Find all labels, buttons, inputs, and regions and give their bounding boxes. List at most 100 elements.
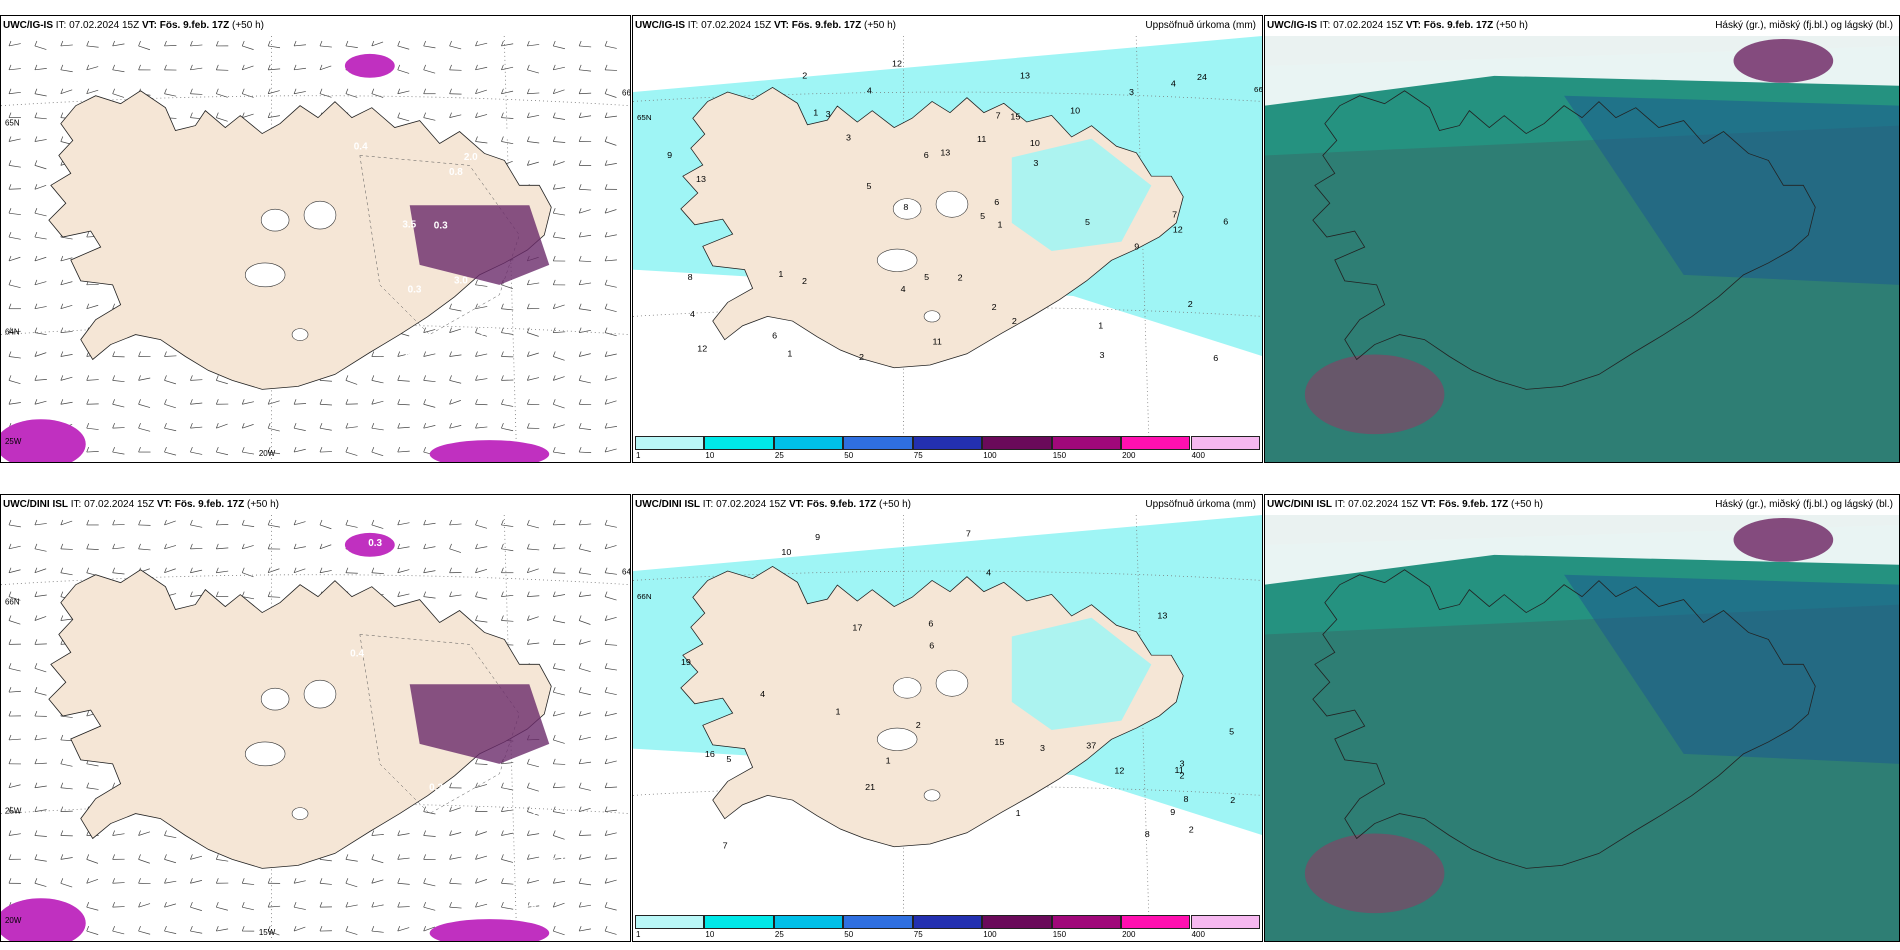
axis-label: 66N bbox=[1254, 85, 1262, 94]
map-area: 65N66N1265163167845634312248511107213131… bbox=[633, 36, 1262, 436]
colorbar-swatch bbox=[1051, 915, 1122, 929]
lead-time: (+50 h) bbox=[247, 499, 279, 510]
value-label: 13 bbox=[696, 174, 706, 184]
value-label: 0.4 bbox=[509, 72, 523, 83]
axis-label: 66N bbox=[622, 89, 630, 98]
lead-time: (+50 h) bbox=[1511, 499, 1543, 510]
colorbar-swatch bbox=[704, 436, 774, 450]
colorbar-swatch bbox=[843, 436, 913, 450]
hatched-area bbox=[359, 155, 520, 335]
value-label: 3 bbox=[1129, 87, 1134, 97]
value-label: 3 bbox=[1100, 351, 1105, 361]
value-label: 5 bbox=[866, 181, 871, 191]
high-cloud-core bbox=[1733, 517, 1834, 562]
value-label: 0.3 bbox=[472, 573, 486, 584]
lead-time: (+50 h) bbox=[232, 20, 264, 31]
value-label: 17 bbox=[852, 623, 862, 633]
value-label: 9 bbox=[667, 150, 672, 160]
coastline bbox=[1312, 90, 1816, 390]
glacier bbox=[935, 190, 969, 218]
value-label: 2 bbox=[802, 276, 807, 286]
value-label: 3 bbox=[1180, 759, 1185, 769]
value-label: 2 bbox=[802, 71, 807, 81]
colorbar-swatch bbox=[773, 436, 844, 450]
precip-blob bbox=[1, 898, 86, 941]
panel-product-title: Uppsöfnuð úrkoma (mm) bbox=[1145, 499, 1256, 510]
value-label: 11 bbox=[977, 134, 986, 144]
map-panel-3: UWC/IG-IS IT: 07.02.2024 15Z VT: Fös. 9.… bbox=[1264, 15, 1900, 463]
value-label: 6 bbox=[772, 331, 777, 341]
value-label: 6 bbox=[929, 641, 934, 651]
init-time: IT: 07.02.2024 15Z bbox=[55, 20, 140, 31]
value-label: 1 bbox=[998, 220, 1003, 230]
value-label: 7 bbox=[1172, 210, 1177, 220]
value-label: 4 bbox=[690, 309, 695, 319]
value-label: 1.5 bbox=[435, 538, 449, 549]
axis-label: 64N bbox=[5, 328, 20, 337]
value-label: 1 bbox=[1098, 321, 1103, 331]
value-label: 3.5 bbox=[402, 219, 416, 230]
map-canvas: 66N1576891241633710271721191215131189532… bbox=[633, 515, 1262, 915]
colorbar-tick: 100 bbox=[983, 451, 997, 460]
colorbar-swatch bbox=[1190, 915, 1260, 929]
colorbar-swatch bbox=[843, 915, 913, 929]
glacier bbox=[260, 687, 290, 711]
precip-colorbar: 1 10 25 50 75 100 150 200 400 bbox=[635, 915, 1260, 939]
map-canvas: 65N66N1265163167845634312248511107213131… bbox=[633, 36, 1262, 436]
value-label: 7 bbox=[723, 841, 728, 851]
value-label: 12 bbox=[892, 59, 902, 69]
colorbar-swatch bbox=[704, 915, 774, 929]
high-cloud-core bbox=[1304, 354, 1445, 435]
map-area: 66N 1 5 7 6 8 9 1 2 4 16 3 37 10 2 7 17 21 19 12 15 13 11 8 9 5 3 2… bbox=[633, 515, 1262, 915]
precip-over-land bbox=[1011, 138, 1152, 251]
value-label: 4 bbox=[867, 86, 872, 96]
value-label: 8 bbox=[688, 272, 693, 282]
iceland-landmass bbox=[48, 569, 552, 869]
colorbar-swatch bbox=[982, 436, 1052, 450]
colorbar-tick: 1 bbox=[636, 930, 641, 939]
glacier bbox=[291, 807, 309, 820]
value-label: 3.0 bbox=[454, 276, 468, 287]
value-label: 5 bbox=[924, 272, 929, 282]
colorbar-swatch bbox=[1121, 436, 1191, 450]
colorbar-swatch bbox=[635, 915, 705, 929]
value-label: 0.4 bbox=[550, 857, 564, 868]
model-name: UWC/DINI ISL bbox=[3, 499, 68, 510]
glacier bbox=[923, 310, 941, 323]
value-label: 6 bbox=[928, 619, 933, 629]
axis-label: 66N bbox=[5, 598, 20, 607]
valid-time: VT: Fös. 9.feb. 17Z bbox=[773, 20, 862, 31]
lead-time: (+50 h) bbox=[1496, 20, 1528, 31]
valid-time: VT: Fös. 9.feb. 17Z bbox=[141, 20, 230, 31]
value-label: 3 bbox=[846, 133, 851, 143]
value-label: 0.3 bbox=[368, 538, 382, 549]
precip-over-land bbox=[1011, 617, 1152, 730]
colorbar-swatch bbox=[912, 915, 983, 929]
value-label: 5 bbox=[1085, 217, 1090, 227]
value-label: 12 bbox=[697, 344, 707, 354]
value-label: 1.3 bbox=[415, 365, 429, 376]
value-label: 0.3 bbox=[429, 783, 443, 794]
panel-product-title: Háský (gr.), miðský (fj.bl.) og lágský (… bbox=[1715, 499, 1893, 510]
value-label: 10 bbox=[1030, 138, 1040, 148]
map-panel-6: UWC/DINI ISL IT: 07.02.2024 15Z VT: Fös.… bbox=[1264, 494, 1900, 942]
value-label: 11 bbox=[933, 337, 942, 347]
glacier bbox=[244, 741, 286, 767]
value-label: 12 bbox=[1114, 766, 1124, 776]
colorbar-tick: 150 bbox=[1052, 451, 1067, 460]
map-panel-2: UWC/IG-IS IT: 07.02.2024 15Z VT: Fös. 9.… bbox=[632, 15, 1263, 463]
value-label: 0.3 bbox=[434, 221, 448, 232]
value-label: 8 bbox=[1145, 829, 1150, 839]
lead-time: (+50 h) bbox=[864, 20, 896, 31]
map-canvas bbox=[1265, 36, 1899, 462]
value-label: 0.3 bbox=[405, 352, 419, 363]
map-panel-1: UWC/IG-IS IT: 07.02.2024 15Z VT: Fös. 9.… bbox=[0, 15, 631, 463]
value-label: 10 bbox=[781, 547, 791, 557]
colorbar-tick: 50 bbox=[844, 930, 854, 939]
value-label: 5 bbox=[726, 754, 731, 764]
value-label: 6 bbox=[1213, 353, 1218, 363]
value-label: 13 bbox=[1020, 71, 1030, 81]
value-label: 1.3 bbox=[504, 129, 518, 140]
value-label: 37 bbox=[1086, 741, 1096, 751]
colorbar-swatch bbox=[1121, 915, 1191, 929]
